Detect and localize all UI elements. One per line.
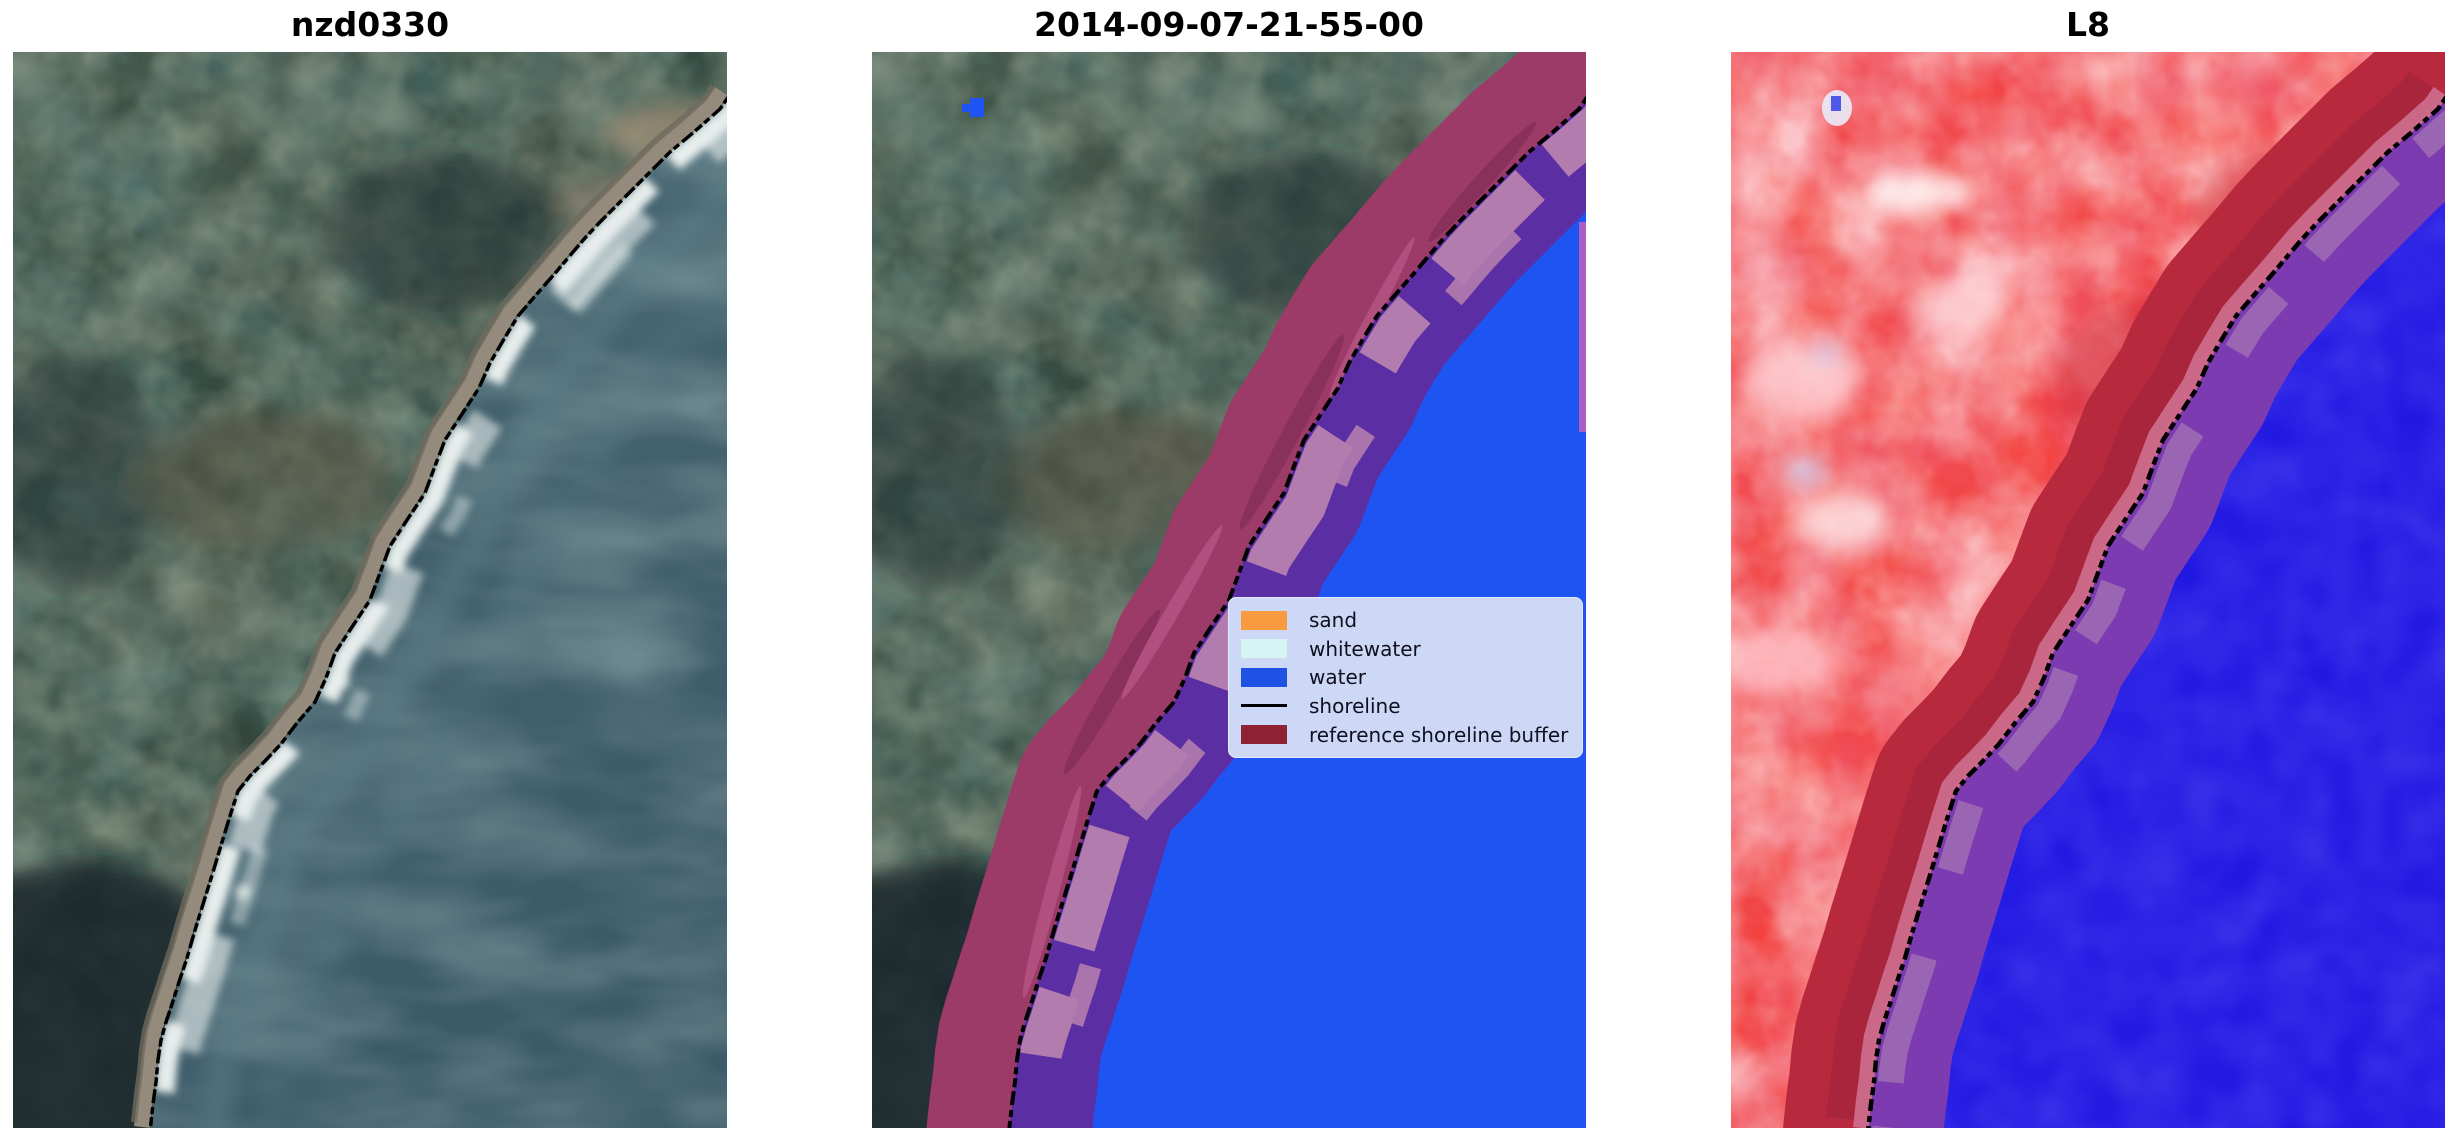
legend-row-whitewater: whitewater: [1241, 635, 1572, 664]
panel-title-rgb: nzd0330: [290, 5, 450, 44]
legend-swatch-shoreline: [1241, 697, 1287, 716]
reference-shoreline-buffer-land: [1009, 96, 1588, 1132]
panel-l8-image: [1731, 52, 2445, 1128]
legend: sand whitewater water shoreline referenc…: [1228, 597, 1583, 758]
legend-label-water: water: [1309, 665, 1366, 690]
panel-title-l8: L8: [2066, 5, 2110, 44]
panel-classified-image: [872, 52, 1588, 1132]
legend-label-whitewater: whitewater: [1309, 636, 1421, 661]
legend-label-shoreline: shoreline: [1309, 694, 1401, 719]
pond-water-pixels: [962, 98, 984, 117]
legend-row-sand: sand: [1241, 606, 1572, 635]
legend-row-reference-shoreline-buffer: reference shoreline buffer: [1241, 720, 1572, 749]
legend-swatch-sand: [1241, 610, 1287, 630]
legend-row-water: water: [1241, 663, 1572, 692]
pond-water-pixels: [1822, 90, 1852, 126]
legend-label-sand: sand: [1309, 608, 1358, 633]
legend-swatch-whitewater: [1241, 639, 1287, 659]
legend-swatch-water: [1241, 667, 1287, 687]
legend-swatch-reference-shoreline-buffer: [1241, 725, 1287, 745]
panel-rgb-image: [13, 52, 727, 1128]
legend-label-reference-shoreline-buffer: reference shoreline buffer: [1309, 722, 1569, 747]
edge-artifact: [1579, 222, 1586, 432]
panel-title-classified: 2014-09-07-21-55-00: [1034, 5, 1424, 44]
legend-row-shoreline: shoreline: [1241, 692, 1572, 721]
